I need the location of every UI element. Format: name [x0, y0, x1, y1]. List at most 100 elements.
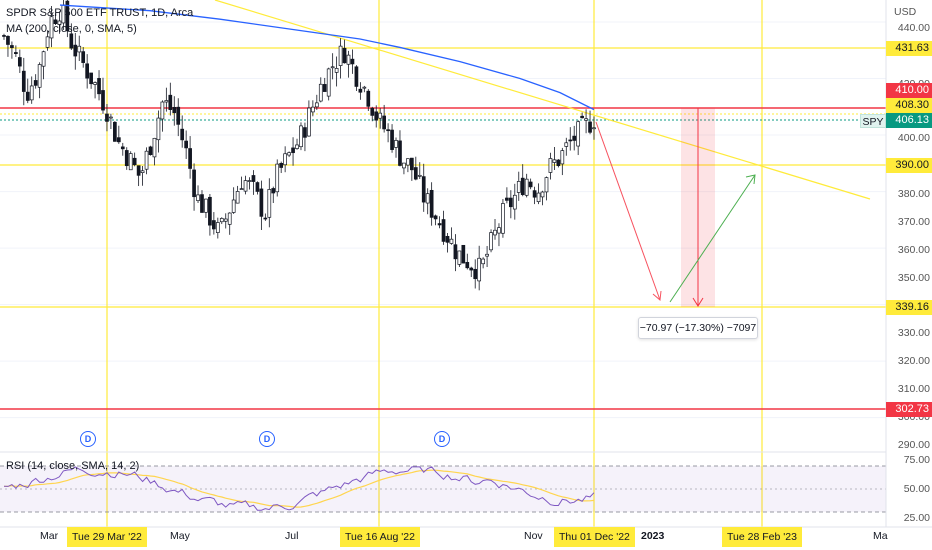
price-tag-431[interactable]: 431.63 [886, 41, 932, 56]
candle-body [473, 268, 478, 280]
candle-body [362, 86, 367, 89]
ma-indicator-label[interactable]: MA (200, close, 0, SMA, 5) [6, 23, 137, 35]
symbol-badge[interactable]: SPY [860, 114, 886, 128]
horizontal-levels[interactable] [0, 47, 886, 410]
trend-line[interactable] [214, 0, 871, 200]
candle-body [295, 144, 299, 149]
candle-body [489, 232, 493, 251]
time-highlight-feb28[interactable]: Tue 28 Feb '23 [722, 527, 802, 547]
candle-body [172, 106, 177, 114]
price-tag-last[interactable]: 406.13 [886, 113, 932, 128]
candle-body [501, 203, 505, 234]
candle-body [465, 261, 470, 269]
candle-body [520, 177, 525, 195]
candle-body [279, 162, 284, 168]
candle-body [73, 44, 78, 57]
vertical-markers [106, 0, 763, 527]
candle-body [417, 174, 422, 177]
measure-label[interactable]: −70.97 (−17.30%) −7097 [638, 317, 758, 339]
price-tick: 360.00 [897, 244, 930, 256]
candle-body [263, 217, 268, 220]
candle-body [188, 148, 192, 169]
candle-body [176, 106, 181, 125]
candle-body [156, 117, 161, 141]
candle-body [425, 193, 430, 204]
candle-body [485, 253, 489, 257]
candle-body [85, 63, 90, 79]
candle-body [560, 150, 565, 165]
candle-body [113, 121, 117, 142]
candle-body [524, 178, 529, 196]
candle-body [544, 177, 549, 193]
candle-body [255, 182, 260, 192]
time-label-may: May [170, 530, 190, 542]
price-tag-390[interactable]: 390.00 [886, 158, 932, 173]
candle-body [402, 162, 406, 169]
candle-body [370, 107, 375, 116]
candle-body [588, 121, 592, 133]
candle-body [512, 194, 517, 210]
candle-body [576, 121, 581, 147]
candle-body [93, 82, 97, 85]
candle-body [192, 169, 196, 198]
candle-body [516, 181, 521, 193]
time-label-jul: Jul [285, 530, 299, 542]
price-tick: 320.00 [897, 355, 930, 367]
symbol-title[interactable]: SPDR S&P 500 ETF TRUST, 1D, Arca [6, 7, 194, 19]
candle-body [235, 191, 240, 204]
candle-body [271, 188, 276, 194]
price-tag-302[interactable]: 302.73 [886, 402, 932, 417]
candle-body [481, 258, 485, 265]
candle-body [231, 199, 236, 213]
candle-body [223, 218, 228, 222]
projection-down-arrow[interactable] [595, 121, 661, 301]
candle-body [287, 152, 291, 156]
candle-body [382, 115, 386, 130]
dividend-marker[interactable]: D [434, 431, 450, 447]
candle-body [81, 51, 86, 63]
time-highlight-mar29[interactable]: Tue 29 Mar '22 [67, 527, 147, 547]
candle-body [366, 90, 371, 107]
candle-body [124, 150, 129, 167]
price-tag-339[interactable]: 339.16 [886, 300, 932, 315]
candle-body [410, 157, 414, 171]
candle-body [437, 223, 442, 226]
price-tag-408[interactable]: 408.30 [886, 98, 932, 113]
time-highlight-aug16[interactable]: Tue 16 Aug '22 [340, 527, 420, 547]
candle-body [568, 139, 573, 142]
candle-body [394, 140, 398, 148]
projection-up-arrow[interactable] [669, 174, 756, 303]
candle-body [164, 100, 169, 103]
candle-body [53, 19, 58, 25]
candle-body [144, 150, 149, 170]
price-tick: 350.00 [897, 272, 930, 284]
projection-up-head [745, 174, 756, 185]
candle-body [160, 101, 165, 120]
candle-body [140, 170, 145, 173]
candle-body [505, 197, 509, 201]
candle-body [200, 194, 204, 213]
price-tag-410[interactable]: 410.00 [886, 83, 932, 98]
dividend-marker[interactable]: D [80, 431, 96, 447]
candle-body [148, 146, 153, 156]
candle-body [136, 165, 141, 176]
candle-body [374, 111, 379, 121]
rsi-indicator-label[interactable]: RSI (14, close, SMA, 14, 2) [6, 460, 140, 472]
candle-body [120, 146, 125, 150]
candle-body [283, 153, 287, 166]
candle-body [57, 20, 62, 26]
time-highlight-dec01[interactable]: Thu 01 Dec '22 [554, 527, 635, 547]
candle-body [477, 257, 482, 282]
candle-body [390, 129, 394, 150]
candle-body [311, 106, 315, 113]
dividend-marker[interactable]: D [259, 431, 275, 447]
candle-body [2, 35, 6, 37]
candle-body [572, 135, 577, 141]
candle-body [536, 192, 541, 203]
candle-body [105, 113, 109, 122]
candle-body [358, 88, 363, 93]
ma-200-line [59, 4, 595, 111]
candle-body [29, 85, 34, 101]
candle-body [45, 36, 50, 48]
